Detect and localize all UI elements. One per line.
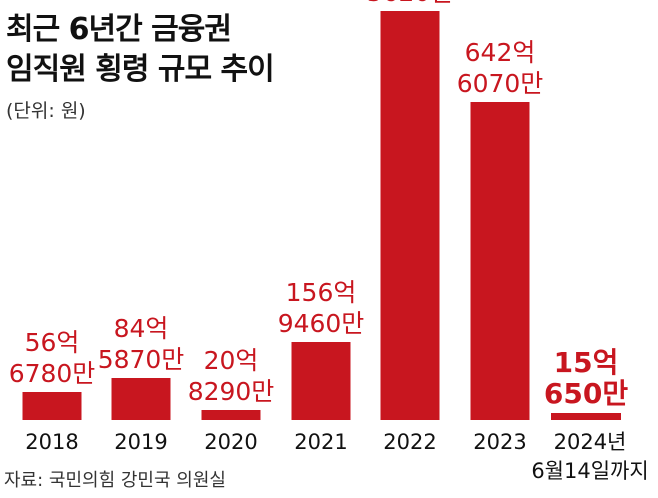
value-label: 84억 — [114, 314, 169, 343]
value-label: 156억 — [286, 278, 357, 307]
chart-title-line-2: 임직원 횡령 규모 추이 — [6, 52, 275, 87]
value-label: 5620만 — [367, 0, 454, 7]
value-label: 650만 — [544, 377, 628, 410]
category-label: 2023 — [473, 430, 526, 454]
category-label: 2024년 — [554, 430, 627, 454]
bar-2021 — [291, 342, 351, 420]
value-label: 8290만 — [188, 377, 275, 406]
value-label: 5870만 — [98, 345, 185, 374]
category-label: 2018 — [25, 430, 78, 454]
bar-2024 — [551, 413, 621, 420]
bar-2022 — [380, 11, 440, 420]
category-label: 6월14일까지 — [531, 459, 648, 483]
value-label: 56억 — [25, 328, 80, 357]
value-label: 6070만 — [457, 69, 544, 98]
chart-title-line-1: 최근 6년간 금융권 — [6, 12, 232, 47]
bar-2023 — [470, 102, 530, 420]
bar-2020 — [201, 410, 261, 420]
value-label: 9460만 — [278, 309, 365, 338]
value-label: 6780만 — [9, 359, 96, 388]
value-label: 15억 — [554, 346, 619, 379]
category-label: 2022 — [383, 430, 436, 454]
unit-note: (단위: 원) — [6, 100, 86, 122]
category-label: 2019 — [114, 430, 167, 454]
bar-2018 — [22, 392, 82, 420]
value-label: 20억 — [204, 346, 259, 375]
category-label: 2020 — [204, 430, 257, 454]
bar-2019 — [111, 378, 171, 420]
value-label: 642억 — [465, 38, 536, 67]
category-label: 2021 — [294, 430, 347, 454]
source-note: 자료: 국민의힘 강민국 의원실 — [4, 470, 226, 491]
